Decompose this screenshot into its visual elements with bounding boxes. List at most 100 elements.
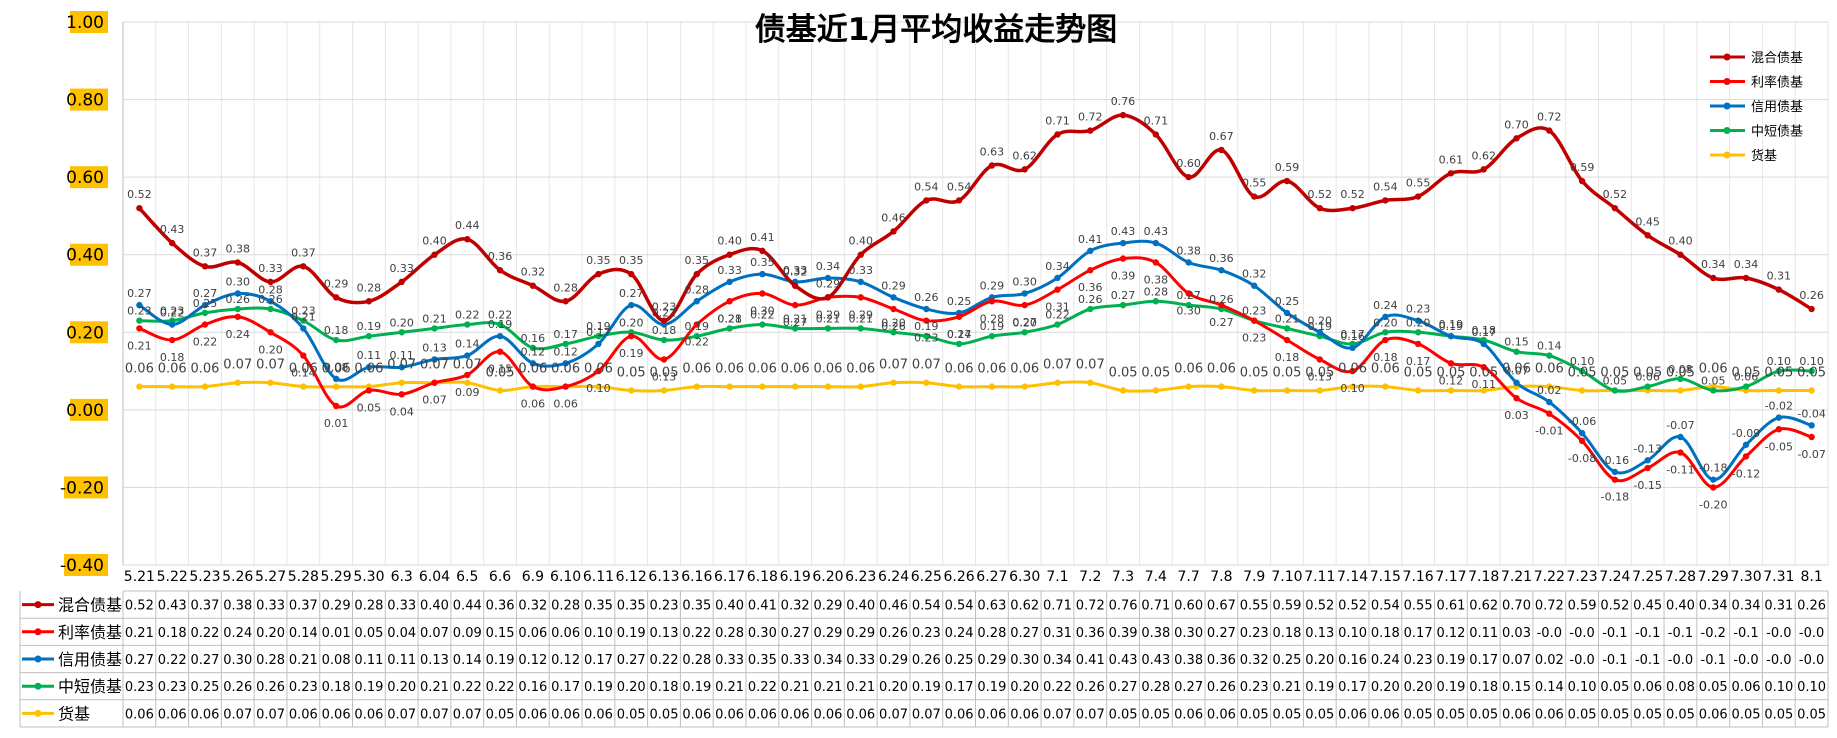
table-cell: 0.28: [682, 653, 711, 668]
data-point: [660, 317, 668, 324]
data-label: 0.06: [553, 398, 578, 411]
table-cell: -0.1: [1635, 653, 1660, 668]
table-cell: 0.71: [1043, 599, 1072, 614]
series-line-2: [138, 239, 1813, 482]
x-tick-label: 7.22: [1534, 569, 1565, 585]
table-cell: 0.13: [1305, 626, 1334, 641]
data-label: 0.63: [980, 146, 1005, 159]
data-point: [1578, 177, 1586, 185]
data-label: 0.22: [1045, 309, 1070, 322]
data-label: 0.33: [389, 262, 414, 275]
table-cell: 0.10: [1568, 680, 1597, 695]
data-label: 0.27: [783, 316, 808, 329]
data-label: 0.05: [1603, 374, 1628, 387]
data-point: [234, 305, 241, 313]
table-cell: 0.39: [1109, 626, 1138, 641]
data-point: [1119, 111, 1127, 119]
data-point: [693, 383, 700, 390]
table-cell: 0.30: [223, 653, 252, 668]
data-label: 0.23: [160, 305, 185, 318]
table-cell: 0.07: [1502, 653, 1531, 668]
table-cell: 0.54: [945, 599, 974, 614]
data-point: [759, 290, 766, 297]
data-point: [1218, 267, 1225, 274]
x-tick-label: 7.10: [1271, 569, 1302, 585]
data-label: 0.37: [193, 246, 218, 259]
data-point: [300, 263, 307, 270]
data-label: 0.23: [914, 332, 939, 345]
table-cell: 0.46: [879, 599, 908, 614]
data-label: 0.14: [291, 367, 316, 380]
data-label: -0.08: [1568, 452, 1596, 465]
data-label: 0.09: [455, 386, 480, 399]
data-label: 0.32: [521, 266, 546, 279]
data-point: [398, 329, 405, 336]
data-label: 0.05: [650, 365, 679, 380]
data-label: 0.23: [1242, 305, 1267, 318]
table-cell: 0.23: [1240, 680, 1269, 695]
x-tick-label: 7.25: [1632, 569, 1663, 585]
data-point: [1316, 387, 1323, 394]
table-cell: 0.59: [1273, 599, 1302, 614]
data-label: 0.10: [1340, 382, 1365, 395]
data-point: [1087, 305, 1094, 313]
data-label: 0.08: [324, 361, 349, 374]
table-cell: 0.18: [1273, 626, 1302, 641]
x-tick-label: 6.6: [489, 569, 511, 585]
data-point: [398, 363, 405, 371]
data-point: [431, 356, 438, 363]
data-point: [529, 344, 537, 351]
data-label: 0.10: [1799, 355, 1824, 368]
table-cell: -0.1: [1733, 626, 1758, 641]
data-point: [1054, 274, 1061, 282]
x-tick-label: 6.16: [681, 569, 712, 585]
table-cell: 0.29: [879, 653, 908, 668]
data-point: [464, 352, 471, 359]
data-point: [1185, 259, 1192, 266]
data-point: [1513, 379, 1520, 386]
data-label: 0.17: [1406, 355, 1431, 368]
data-label: 0.26: [1209, 293, 1234, 306]
table-row-name: 信用债基: [58, 650, 122, 669]
data-label: 0.05: [357, 401, 382, 414]
data-label: 0.13: [1308, 370, 1333, 383]
table-cell: 0.55: [1404, 599, 1433, 614]
table-cell: 0.26: [256, 680, 285, 695]
data-label: 0.62: [1471, 149, 1496, 162]
table-cell: 0.28: [354, 599, 383, 614]
data-point: [1742, 453, 1750, 460]
y-tick-label: 0.60: [66, 168, 104, 188]
data-point: [529, 383, 537, 390]
data-point: [759, 247, 766, 255]
data-label: 0.46: [881, 211, 906, 224]
data-point: [923, 317, 930, 324]
data-label: 0.20: [389, 316, 414, 329]
data-label: -0.15: [1633, 479, 1661, 492]
data-label: 0.20: [1373, 316, 1398, 329]
table-cell: 0.16: [1338, 653, 1367, 668]
data-point: [332, 383, 340, 390]
table-cell: 0.19: [584, 680, 613, 695]
data-label: 0.17: [1471, 326, 1496, 339]
table-cell: 0.06: [945, 707, 974, 722]
data-point: [759, 270, 766, 278]
data-point: [759, 383, 766, 390]
data-point: [300, 352, 307, 359]
data-label: 0.29: [980, 279, 1005, 292]
data-point: [562, 298, 569, 305]
data-label: 0.35: [750, 256, 775, 269]
table-cell: 0.26: [1797, 599, 1826, 614]
data-point: [267, 298, 274, 305]
table-cell: 0.20: [1371, 680, 1400, 695]
table-cell: 0.05: [1797, 707, 1826, 722]
table-cell: 0.17: [551, 680, 580, 695]
data-point: [1644, 383, 1651, 390]
data-point: [168, 321, 176, 328]
data-point: [791, 325, 799, 332]
table-cell: 0.37: [190, 599, 219, 614]
table-cell: 0.27: [1174, 680, 1203, 695]
data-label: 0.19: [1439, 318, 1464, 331]
data-label: 0.19: [685, 320, 710, 333]
table-cell: 0.29: [322, 599, 351, 614]
data-label: 0.28: [980, 312, 1005, 325]
